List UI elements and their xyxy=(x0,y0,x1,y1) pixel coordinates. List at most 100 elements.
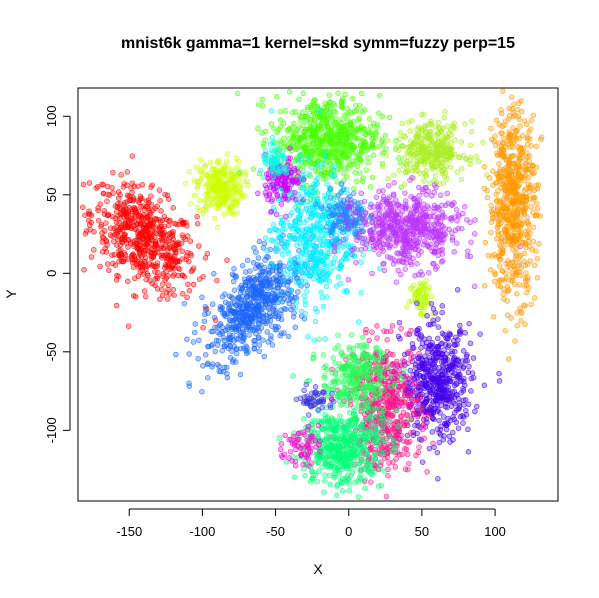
data-point xyxy=(112,232,118,238)
data-point xyxy=(441,414,447,420)
data-point xyxy=(369,141,376,147)
data-point xyxy=(226,206,233,213)
data-point xyxy=(233,164,240,171)
data-point xyxy=(367,204,373,210)
data-point xyxy=(376,239,382,245)
data-point xyxy=(435,343,442,350)
data-point xyxy=(113,208,120,215)
data-point xyxy=(308,164,315,171)
data-point xyxy=(242,269,249,275)
data-point xyxy=(324,181,330,187)
data-point xyxy=(129,208,136,215)
data-point xyxy=(423,344,430,350)
data-point xyxy=(262,182,269,189)
data-point xyxy=(396,167,402,174)
data-point xyxy=(373,244,380,251)
data-point xyxy=(350,161,357,168)
data-point xyxy=(195,356,201,362)
data-point xyxy=(157,223,163,230)
data-point xyxy=(101,207,107,214)
data-point xyxy=(506,189,512,196)
data-point xyxy=(416,192,422,199)
data-point xyxy=(377,265,383,272)
data-point xyxy=(264,248,270,254)
data-point xyxy=(205,343,212,350)
data-point xyxy=(137,193,144,200)
data-point xyxy=(435,375,442,382)
data-point xyxy=(149,263,155,269)
data-point xyxy=(429,350,436,356)
data-point xyxy=(347,128,354,135)
data-point xyxy=(331,167,337,174)
data-point xyxy=(360,175,366,181)
data-point xyxy=(495,231,502,238)
data-point xyxy=(433,132,439,138)
data-point xyxy=(470,355,477,361)
data-point xyxy=(525,285,532,291)
data-point xyxy=(316,213,323,219)
data-point xyxy=(138,259,144,266)
data-point xyxy=(125,323,132,329)
data-point xyxy=(239,193,246,199)
data-point xyxy=(409,340,416,347)
data-point xyxy=(404,451,411,458)
data-point xyxy=(193,164,200,171)
data-point xyxy=(154,203,160,210)
data-point xyxy=(312,306,319,312)
data-point xyxy=(209,166,215,173)
data-point xyxy=(397,136,403,142)
data-point xyxy=(352,108,358,115)
data-point xyxy=(86,217,92,224)
data-point xyxy=(502,327,509,334)
data-point xyxy=(508,212,514,219)
data-point xyxy=(524,214,531,221)
data-point xyxy=(404,144,411,151)
data-point xyxy=(418,345,424,351)
data-point xyxy=(450,359,456,366)
data-point xyxy=(528,301,534,308)
data-point xyxy=(342,166,348,172)
data-point xyxy=(171,265,177,271)
data-point xyxy=(269,323,275,329)
data-point xyxy=(339,96,346,102)
data-point xyxy=(225,164,232,170)
data-point xyxy=(170,258,176,264)
data-point xyxy=(240,345,247,351)
data-point xyxy=(328,228,335,234)
data-point xyxy=(521,302,527,308)
data-point xyxy=(312,97,318,103)
data-point xyxy=(293,299,300,306)
data-point xyxy=(534,275,541,281)
data-point xyxy=(328,207,335,213)
data-point xyxy=(377,203,383,209)
data-point xyxy=(100,190,107,197)
data-point xyxy=(104,198,110,204)
data-point xyxy=(424,313,430,319)
data-point xyxy=(437,432,444,438)
data-point xyxy=(297,211,304,218)
data-point xyxy=(376,110,382,116)
data-point xyxy=(148,253,155,259)
data-point xyxy=(443,367,449,374)
data-point xyxy=(500,140,506,146)
data-point xyxy=(198,175,204,182)
data-point xyxy=(259,96,266,103)
data-point xyxy=(524,289,530,296)
data-point xyxy=(159,286,165,293)
data-point xyxy=(134,244,140,251)
data-point xyxy=(518,318,524,324)
data-point xyxy=(369,136,375,142)
data-point xyxy=(509,207,515,213)
data-point xyxy=(188,200,194,207)
data-point xyxy=(477,331,483,337)
data-point xyxy=(421,161,428,168)
data-point xyxy=(237,285,243,291)
data-point xyxy=(374,121,381,128)
data-point xyxy=(515,229,522,236)
data-point xyxy=(200,324,206,331)
data-point xyxy=(227,343,233,350)
data-point xyxy=(143,236,150,242)
data-point xyxy=(179,232,186,238)
data-point xyxy=(306,171,312,177)
